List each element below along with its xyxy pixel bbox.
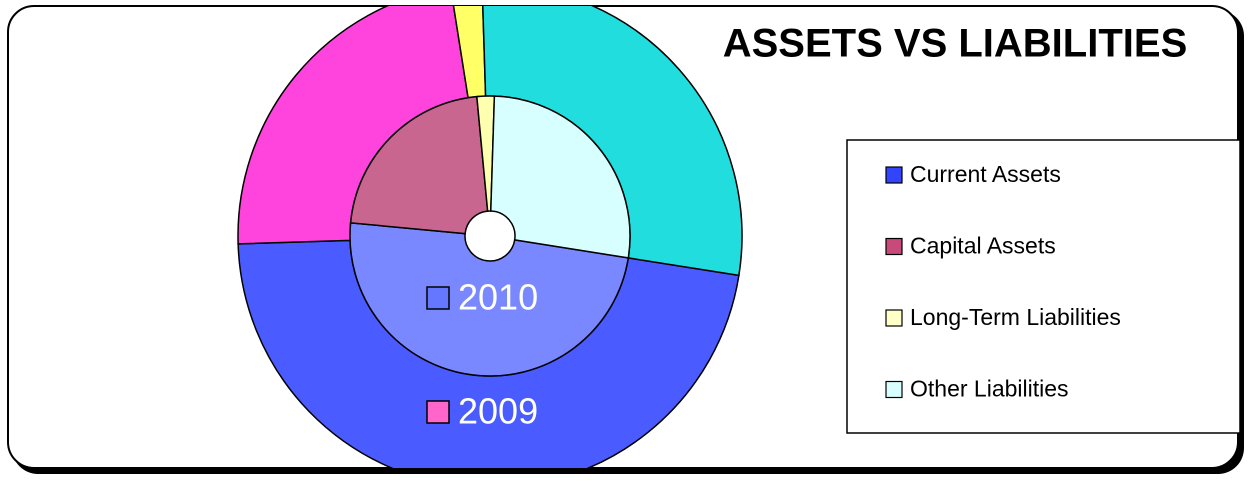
doughnut-segment: [349, 95, 489, 235]
legend-label: Other Liabilities: [910, 376, 1069, 402]
legend-label: Capital Assets: [910, 233, 1056, 259]
ring-label-swatch: [426, 286, 450, 310]
ring-label-swatch: [426, 400, 450, 424]
legend-label: Current Assets: [910, 161, 1061, 187]
doughnut: 2009 2010: [237, 6, 743, 468]
doughnut-segment: [490, 95, 631, 259]
ring-label: 2009: [458, 391, 538, 432]
legend-swatch: [885, 380, 903, 399]
legend-swatch: [885, 237, 903, 256]
legend: Current Assets Capital Assets Long-Term Li…: [885, 161, 1121, 402]
legend-box: [846, 139, 1241, 434]
ring-label: 2010: [458, 277, 538, 318]
doughnut-segment: [349, 222, 630, 377]
legend-swatch: [885, 166, 903, 184]
chart-title: ASSETS VS LIABILITIES: [723, 22, 1188, 66]
legend-swatch: [885, 309, 903, 327]
legend-label: Long-Term Liabilities: [910, 304, 1121, 330]
